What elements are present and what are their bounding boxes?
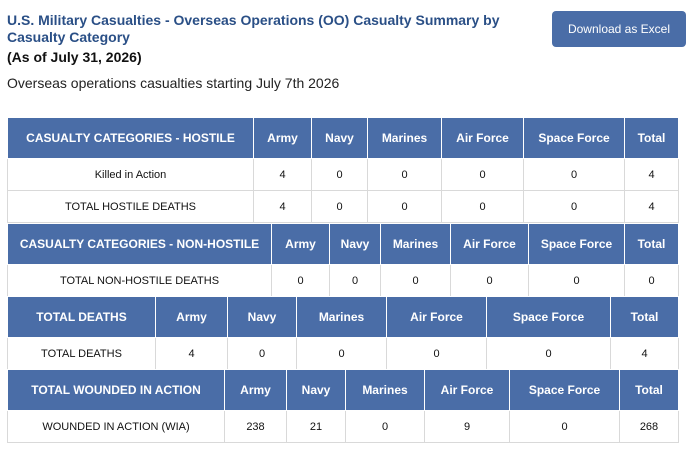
- table-header-row: CASUALTY CATEGORIES - HOSTILE Army Navy …: [7, 117, 679, 159]
- category-header: TOTAL WOUNDED IN ACTION: [7, 369, 225, 411]
- total-deaths-table: TOTAL DEATHS Army Navy Marines Air Force…: [7, 296, 679, 370]
- table-row: TOTAL NON-HOSTILE DEATHS 0 0 0 0 0 0: [7, 264, 679, 297]
- table-header-row: TOTAL DEATHS Army Navy Marines Air Force…: [7, 296, 679, 338]
- col-total: Total: [624, 117, 679, 159]
- non-hostile-casualties-table: CASUALTY CATEGORIES - NON-HOSTILE Army N…: [7, 223, 679, 297]
- row-label: TOTAL HOSTILE DEATHS: [7, 190, 254, 223]
- col-army: Army: [253, 117, 312, 159]
- cell-marines: 0: [345, 410, 425, 443]
- table-row: TOTAL HOSTILE DEATHS 4 0 0 0 0 4: [7, 190, 679, 223]
- cell-marines: 0: [367, 190, 442, 223]
- cell-marines: 0: [296, 337, 387, 370]
- col-air-force: Air Force: [386, 296, 487, 338]
- row-label: TOTAL NON-HOSTILE DEATHS: [7, 264, 272, 297]
- cell-navy: 0: [311, 158, 368, 191]
- cell-air-force: 9: [424, 410, 510, 443]
- col-air-force: Air Force: [441, 117, 524, 159]
- col-total: Total: [624, 223, 679, 265]
- row-label: WOUNDED IN ACTION (WIA): [7, 410, 225, 443]
- cell-marines: 0: [367, 158, 442, 191]
- col-space-force: Space Force: [523, 117, 625, 159]
- cell-marines: 0: [380, 264, 451, 297]
- intro-text: Overseas operations casualties starting …: [7, 75, 340, 91]
- row-label: Killed in Action: [7, 158, 254, 191]
- cell-army: 4: [155, 337, 228, 370]
- col-marines: Marines: [380, 223, 451, 265]
- col-marines: Marines: [296, 296, 387, 338]
- row-label: TOTAL DEATHS: [7, 337, 156, 370]
- col-space-force: Space Force: [528, 223, 625, 265]
- category-header: TOTAL DEATHS: [7, 296, 156, 338]
- col-army: Army: [155, 296, 228, 338]
- cell-army: 4: [253, 158, 312, 191]
- col-navy: Navy: [329, 223, 381, 265]
- cell-army: 0: [271, 264, 330, 297]
- table-row: Killed in Action 4 0 0 0 0 4: [7, 158, 679, 191]
- table-row: TOTAL DEATHS 4 0 0 0 0 4: [7, 337, 679, 370]
- table-row: WOUNDED IN ACTION (WIA) 238 21 0 9 0 268: [7, 410, 679, 443]
- cell-army: 238: [224, 410, 287, 443]
- col-air-force: Air Force: [424, 369, 510, 411]
- cell-space-force: 0: [486, 337, 611, 370]
- cell-air-force: 0: [450, 264, 529, 297]
- cell-total: 4: [624, 158, 679, 191]
- cell-navy: 0: [311, 190, 368, 223]
- cell-space-force: 0: [523, 190, 625, 223]
- cell-air-force: 0: [441, 158, 524, 191]
- cell-total: 268: [619, 410, 679, 443]
- cell-air-force: 0: [441, 190, 524, 223]
- col-total: Total: [610, 296, 679, 338]
- cell-navy: 21: [286, 410, 346, 443]
- page-title: U.S. Military Casualties - Overseas Oper…: [7, 12, 500, 45]
- col-marines: Marines: [367, 117, 442, 159]
- cell-air-force: 0: [386, 337, 487, 370]
- cell-navy: 0: [227, 337, 297, 370]
- as-of-date: (As of July 31, 2026): [7, 49, 142, 65]
- cell-total: 0: [624, 264, 679, 297]
- wounded-in-action-table: TOTAL WOUNDED IN ACTION Army Navy Marine…: [7, 369, 679, 443]
- cell-army: 4: [253, 190, 312, 223]
- category-header: CASUALTY CATEGORIES - NON-HOSTILE: [7, 223, 272, 265]
- col-space-force: Space Force: [509, 369, 620, 411]
- hostile-casualties-table: CASUALTY CATEGORIES - HOSTILE Army Navy …: [7, 117, 679, 223]
- col-total: Total: [619, 369, 679, 411]
- download-excel-button[interactable]: Download as Excel: [552, 11, 686, 47]
- col-navy: Navy: [311, 117, 368, 159]
- col-army: Army: [224, 369, 287, 411]
- cell-space-force: 0: [528, 264, 625, 297]
- cell-space-force: 0: [509, 410, 620, 443]
- col-air-force: Air Force: [450, 223, 529, 265]
- category-header: CASUALTY CATEGORIES - HOSTILE: [7, 117, 254, 159]
- table-header-row: TOTAL WOUNDED IN ACTION Army Navy Marine…: [7, 369, 679, 411]
- cell-total: 4: [624, 190, 679, 223]
- col-army: Army: [271, 223, 330, 265]
- col-navy: Navy: [286, 369, 346, 411]
- cell-total: 4: [610, 337, 679, 370]
- table-header-row: CASUALTY CATEGORIES - NON-HOSTILE Army N…: [7, 223, 679, 265]
- cell-space-force: 0: [523, 158, 625, 191]
- cell-navy: 0: [329, 264, 381, 297]
- col-space-force: Space Force: [486, 296, 611, 338]
- col-navy: Navy: [227, 296, 297, 338]
- col-marines: Marines: [345, 369, 425, 411]
